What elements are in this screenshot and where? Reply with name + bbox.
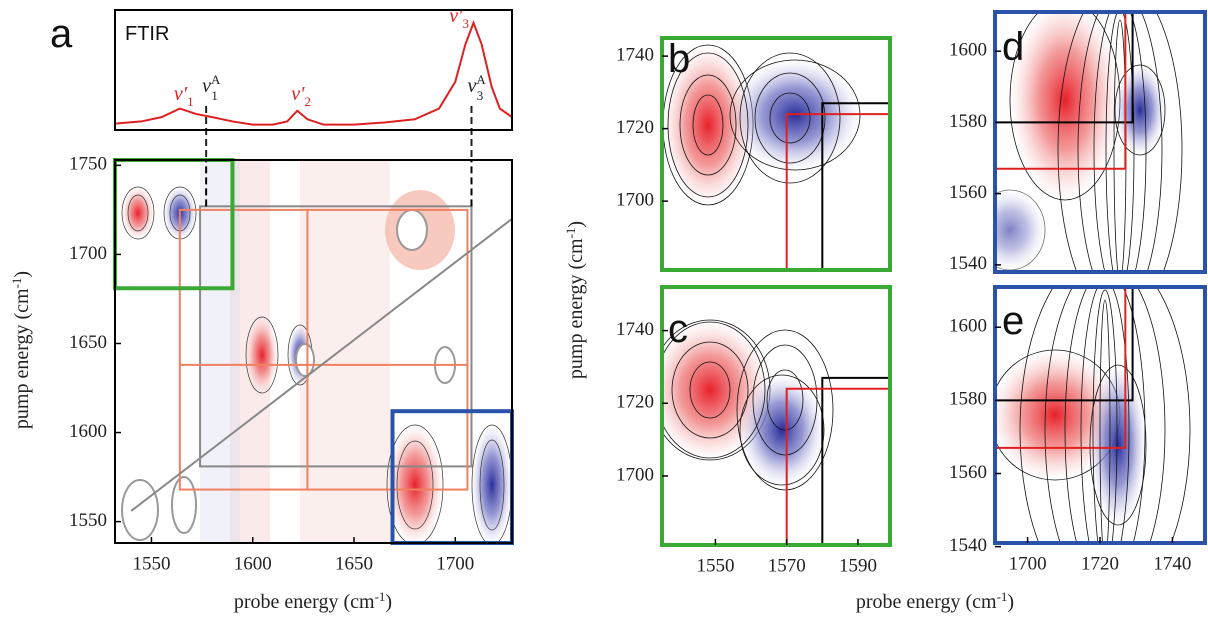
x-tick-label: 1550 xyxy=(696,555,734,576)
x-tick-label: 1590 xyxy=(839,555,877,576)
axis-label: pump energy (cm-1) xyxy=(563,221,587,379)
y-tick-label: 1740 xyxy=(616,319,654,340)
axis-label-text: pump energy (cm xyxy=(11,288,33,429)
y-tick-label: 1650 xyxy=(69,332,107,353)
axis-label-text: probe energy (cm xyxy=(856,591,997,613)
panel-frame xyxy=(660,285,892,547)
peak-label-sup: A xyxy=(211,72,221,87)
panel-label: a xyxy=(50,12,73,56)
panel-label: c xyxy=(668,307,688,351)
panel-label: b xyxy=(668,37,690,81)
region-box xyxy=(199,205,473,468)
axis-label-end: ) xyxy=(565,221,587,228)
peak-label: vA 1 xyxy=(202,72,221,103)
guide-line xyxy=(130,217,513,512)
axis-label-text: pump energy (cm xyxy=(565,238,587,379)
y-tick-label: 1600 xyxy=(949,40,987,61)
y-tick-label: 1550 xyxy=(69,510,107,531)
peak-label: v′3 xyxy=(449,5,469,31)
y-tick-label: 1580 xyxy=(949,389,987,410)
y-tick-label: 1580 xyxy=(949,111,987,132)
y-tick-label: 1600 xyxy=(69,421,107,442)
peak-label-text: v′ xyxy=(449,5,463,27)
peak-label-sup: A xyxy=(476,72,486,87)
x-tick-label: 1550 xyxy=(132,553,170,574)
peak-label-text: v xyxy=(467,75,476,97)
y-tick-label: 1740 xyxy=(616,44,654,65)
y-tick-label: 1720 xyxy=(616,392,654,413)
x-tick-label: 1720 xyxy=(1081,553,1119,574)
axis-label-sup: -1 xyxy=(563,228,578,239)
axis-label: probe energy (cm-1) xyxy=(856,589,1014,613)
peak-label-text: v′ xyxy=(291,83,305,105)
frequency-guide xyxy=(785,113,890,270)
peak-label: v′2 xyxy=(291,83,311,109)
peak-label-sub: 3 xyxy=(463,16,470,31)
axis-label-sup: -1 xyxy=(9,278,24,289)
region-box xyxy=(178,208,469,491)
panel-frame xyxy=(114,159,513,544)
peak-label-sub: 1 xyxy=(187,94,194,109)
frequency-guide xyxy=(995,12,1127,170)
y-tick-label: 1540 xyxy=(949,535,987,556)
axis-label: probe energy (cm-1) xyxy=(234,589,392,613)
y-tick-label: 1540 xyxy=(949,253,987,274)
y-tick-label: 1750 xyxy=(69,154,107,175)
y-tick-label: 1560 xyxy=(949,462,987,483)
y-tick-label: 1700 xyxy=(69,243,107,264)
x-tick-label: 1740 xyxy=(1153,553,1191,574)
peak-label: v′1 xyxy=(174,83,194,109)
contour-map-b xyxy=(662,44,861,206)
panel-label: d xyxy=(1002,25,1024,69)
y-tick-label: 1600 xyxy=(949,316,987,337)
frequency-guide xyxy=(995,287,1134,402)
y-tick-label: 1560 xyxy=(949,182,987,203)
axis-label: pump energy (cm-1) xyxy=(9,271,33,429)
x-tick-label: 1650 xyxy=(335,553,373,574)
ftir-title: FTIR xyxy=(125,23,169,45)
contour-map-a xyxy=(121,160,512,543)
frequency-guide xyxy=(821,376,890,545)
x-tick-label: 1700 xyxy=(1009,553,1047,574)
peak-label-text: v xyxy=(202,75,211,97)
panel-label: e xyxy=(1002,299,1024,343)
axis-label-end: ) xyxy=(1007,591,1014,613)
frequency-guide xyxy=(995,287,1127,449)
axis-label-end: ) xyxy=(385,591,392,613)
x-tick-label: 1700 xyxy=(436,553,474,574)
axis-label-sup: -1 xyxy=(997,589,1008,604)
frequency-guide xyxy=(995,12,1134,124)
peak-label-text: v′ xyxy=(174,83,188,105)
frequency-guide xyxy=(785,387,890,545)
panel-frame xyxy=(993,10,1207,274)
ftir-curve xyxy=(114,20,513,126)
peak-label-sub: 2 xyxy=(305,94,312,109)
panel-frame xyxy=(660,36,892,272)
peak-label-sub: 3 xyxy=(477,88,484,103)
peak-label-sub: 1 xyxy=(211,88,218,103)
x-tick-label: 1600 xyxy=(234,553,272,574)
y-tick-label: 1720 xyxy=(616,117,654,138)
y-tick-label: 1700 xyxy=(616,189,654,210)
y-tick-label: 1700 xyxy=(616,464,654,485)
contour-map-c xyxy=(662,319,834,491)
peak-label: vA 3 xyxy=(467,72,486,103)
axis-label-text: probe energy (cm xyxy=(234,591,375,613)
x-tick-label: 1570 xyxy=(768,555,806,576)
frequency-guide xyxy=(821,102,890,270)
panel-frame xyxy=(114,9,513,131)
axis-label-end: ) xyxy=(11,271,33,278)
axis-label-sup: -1 xyxy=(375,589,386,604)
